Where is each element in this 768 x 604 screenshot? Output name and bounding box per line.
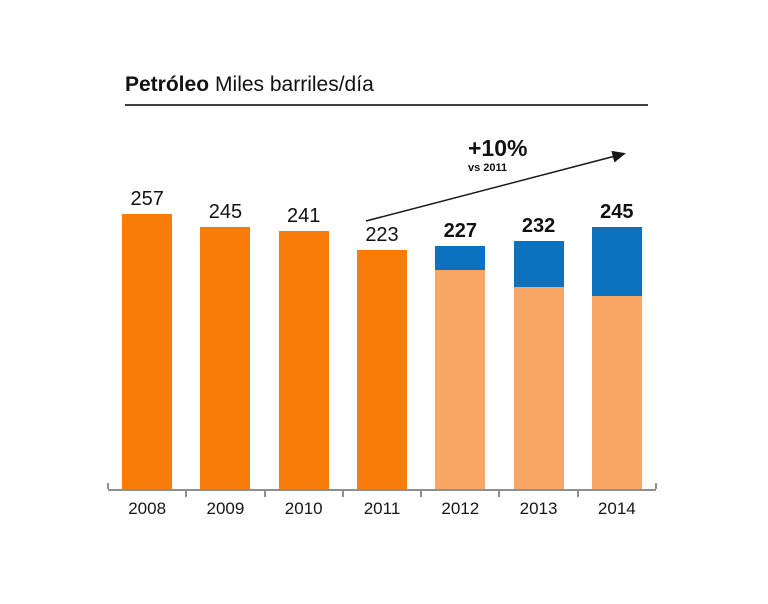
chart-title: Petróleo	[125, 73, 210, 96]
x-tick-label-2014: 2014	[597, 499, 636, 518]
bar-2013	[513, 240, 564, 489]
x-tick-label-2009: 2009	[206, 499, 245, 518]
x-tick-label-2012: 2012	[441, 499, 480, 518]
x-axis-tick	[655, 483, 657, 489]
bar-segment-blue-top-2014	[591, 226, 642, 297]
value-label-2009: 245	[208, 200, 243, 223]
value-label-2008: 257	[130, 188, 164, 210]
bar-segment-light-orange-base-2012	[435, 269, 486, 489]
x-axis-tick	[420, 491, 423, 497]
bar-2012	[435, 246, 486, 489]
bar-2014	[591, 226, 642, 489]
x-tick-label-2010: 2010	[284, 499, 323, 518]
chart-subtitle: Miles barriles/día	[215, 73, 374, 96]
bar-segment-orange-solid-2009	[200, 226, 251, 489]
value-label-2011: 223	[365, 224, 399, 247]
bar-2010	[278, 231, 329, 489]
chart-title-block: Petróleo Miles barriles/día	[125, 72, 648, 106]
x-tick-label-2013: 2013	[519, 499, 558, 518]
value-label-2014: 245	[600, 200, 634, 223]
value-label-2013: 232	[521, 214, 556, 237]
x-axis-tick	[341, 491, 344, 497]
bar-segment-orange-solid-2008	[122, 214, 173, 489]
x-axis-tick	[185, 491, 188, 497]
bar-2011	[357, 250, 407, 489]
bar-segment-light-orange-base-2013	[513, 286, 564, 489]
bar-segment-blue-top-2012	[435, 246, 486, 270]
bar-segment-blue-top-2013	[513, 240, 564, 287]
value-label-2010: 241	[287, 205, 321, 228]
value-label-2012: 227	[443, 220, 477, 243]
x-axis-tick	[107, 483, 109, 489]
bar-2008	[122, 214, 173, 489]
x-axis-tick	[498, 491, 501, 497]
bar-segment-orange-solid-2010	[278, 231, 329, 489]
x-axis-line	[108, 489, 656, 491]
trend-label: +10%	[468, 135, 528, 161]
trend-annotation: +10% vs 2011	[468, 135, 527, 175]
bar-segment-light-orange-base-2014	[591, 296, 642, 489]
x-axis-tick	[576, 491, 579, 497]
x-axis-tick	[263, 491, 266, 497]
x-tick-label-2008: 2008	[128, 499, 167, 518]
bar-2009	[200, 226, 251, 489]
x-tick-label-2011: 2011	[363, 499, 401, 518]
bar-segment-orange-solid-2011	[357, 250, 407, 489]
trend-sublabel: vs 2011	[468, 162, 508, 174]
